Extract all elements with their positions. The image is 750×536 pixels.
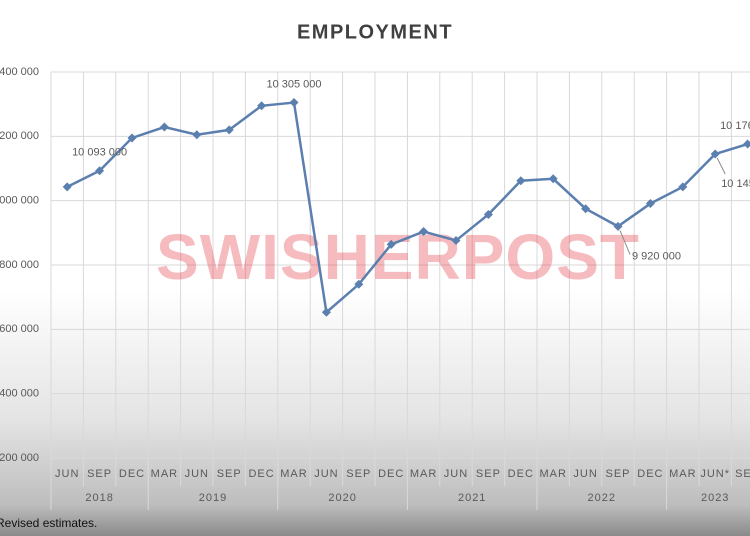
y-tick-label: 9 400 000 xyxy=(0,388,39,400)
data-point xyxy=(257,101,267,111)
x-tick-label: SEP xyxy=(735,468,750,480)
data-point xyxy=(224,125,234,135)
data-point xyxy=(321,307,331,317)
year-label: 2022 xyxy=(588,492,616,504)
x-tick-label: SEP xyxy=(87,468,112,480)
x-tick-label: MAR xyxy=(151,468,178,480)
x-tick-label: MAR xyxy=(539,468,566,480)
x-tick-label: JUN* xyxy=(700,468,730,480)
y-tick-label: 9 200 000 xyxy=(0,452,39,464)
data-point xyxy=(386,239,396,249)
x-tick-label: JUN xyxy=(444,468,468,480)
data-point xyxy=(581,204,591,214)
x-tick-label: MAR xyxy=(669,468,696,480)
x-tick-label: JUN xyxy=(55,468,79,480)
year-label: 2023 xyxy=(701,492,729,504)
data-point xyxy=(419,227,429,237)
data-point xyxy=(645,199,655,209)
year-label: 2019 xyxy=(199,492,227,504)
data-point xyxy=(483,209,493,219)
year-label: 2020 xyxy=(328,492,356,504)
data-point xyxy=(548,174,558,184)
x-tick-label: SEP xyxy=(346,468,371,480)
data-point xyxy=(516,176,526,186)
x-tick-label: JUN xyxy=(314,468,338,480)
label-leader xyxy=(716,157,726,175)
x-tick-label: MAR xyxy=(280,468,307,480)
y-tick-label: 10 400 000 xyxy=(0,66,39,78)
data-label: 10 145 000 xyxy=(721,178,750,190)
data-point xyxy=(127,133,137,143)
x-tick-label: SEP xyxy=(217,468,242,480)
x-tick-label: JUN xyxy=(573,468,597,480)
year-label: 2021 xyxy=(458,492,486,504)
y-tick-label: 10 000 000 xyxy=(0,195,39,207)
x-tick-label: DEC xyxy=(248,468,274,480)
data-label: 10 176 000 xyxy=(720,120,750,132)
data-point xyxy=(289,98,299,108)
x-tick-label: MAR xyxy=(410,468,437,480)
x-tick-label: SEP xyxy=(605,468,630,480)
data-label: 9 920 000 xyxy=(632,250,681,262)
x-tick-label: JUN xyxy=(185,468,209,480)
y-tick-label: 9 800 000 xyxy=(0,259,39,271)
data-label: 10 093 000 xyxy=(72,147,127,159)
data-point xyxy=(192,130,202,140)
data-point xyxy=(451,236,461,246)
x-tick-label: DEC xyxy=(119,468,145,480)
label-leader xyxy=(619,230,631,255)
data-point xyxy=(159,122,169,132)
x-tick-label: SEP xyxy=(476,468,501,480)
series-line xyxy=(66,101,748,315)
data-point xyxy=(95,166,105,176)
data-point xyxy=(613,221,623,231)
data-point xyxy=(743,139,750,149)
x-tick-label: DEC xyxy=(637,468,663,480)
data-label: 10 305 000 xyxy=(266,78,321,90)
x-tick-label: DEC xyxy=(508,468,534,480)
y-tick-label: 9 600 000 xyxy=(0,323,39,335)
year-label: 2018 xyxy=(85,492,113,504)
footnote: * Revised estimates. xyxy=(0,516,98,530)
data-point xyxy=(678,182,688,192)
watermark: SWISHERPOST xyxy=(156,221,640,293)
data-point xyxy=(62,182,72,192)
x-tick-label: DEC xyxy=(378,468,404,480)
data-point xyxy=(710,149,720,159)
data-point xyxy=(354,279,364,289)
chart-title: EMPLOYMENT xyxy=(297,21,453,43)
y-tick-label: 10 200 000 xyxy=(0,130,39,142)
